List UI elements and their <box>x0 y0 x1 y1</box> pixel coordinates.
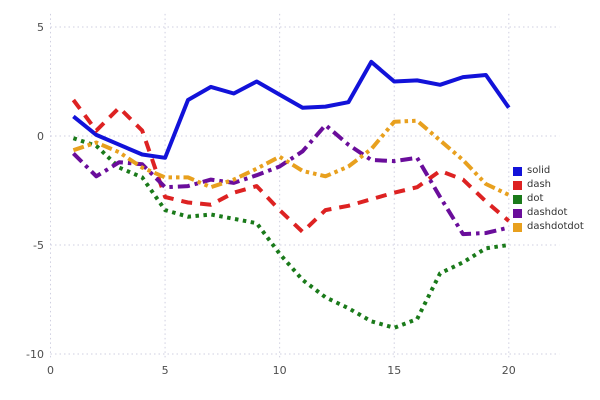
legend-label-solid: solid <box>527 165 551 176</box>
x-tick-label-5: 5 <box>162 364 169 377</box>
legend-label-dashdotdot: dashdotdot <box>527 221 584 232</box>
legend-label-dashdot: dashdot <box>527 207 568 218</box>
legend-label-dot: dot <box>527 193 544 204</box>
legend-item-dot: dot <box>513 194 584 204</box>
legend-swatch-dash <box>513 180 522 190</box>
series-line-dash <box>71 98 511 234</box>
legend-item-dashdot: dashdot <box>513 208 584 218</box>
y-tick-label-5: 5 <box>37 21 44 34</box>
legend-swatch-dot <box>513 194 522 204</box>
legend-item-dash: dash <box>513 180 584 190</box>
y-tick-label-0: 0 <box>37 130 44 143</box>
y-tick-label--10: -10 <box>26 348 44 361</box>
legend-item-dashdotdot: dashdotdot <box>513 222 584 232</box>
legend-label-dash: dash <box>527 179 552 190</box>
x-tick-label-20: 20 <box>502 364 516 377</box>
series-line-dashdotdot <box>72 118 510 197</box>
series-line-dashdot <box>71 123 510 237</box>
chart-legend: solid dash dot dashdot dashdotdot <box>513 166 584 232</box>
x-tick-label-10: 10 <box>273 364 287 377</box>
y-tick-label--5: -5 <box>33 239 44 252</box>
x-tick-label-15: 15 <box>387 364 401 377</box>
series-line-solid <box>72 59 511 160</box>
legend-swatch-dashdot <box>513 208 522 218</box>
series-line-dot <box>72 136 510 330</box>
legend-swatch-dashdotdot <box>513 222 522 232</box>
x-tick-label-0: 0 <box>47 364 54 377</box>
legend-item-solid: solid <box>513 166 584 176</box>
legend-swatch-solid <box>513 166 522 176</box>
